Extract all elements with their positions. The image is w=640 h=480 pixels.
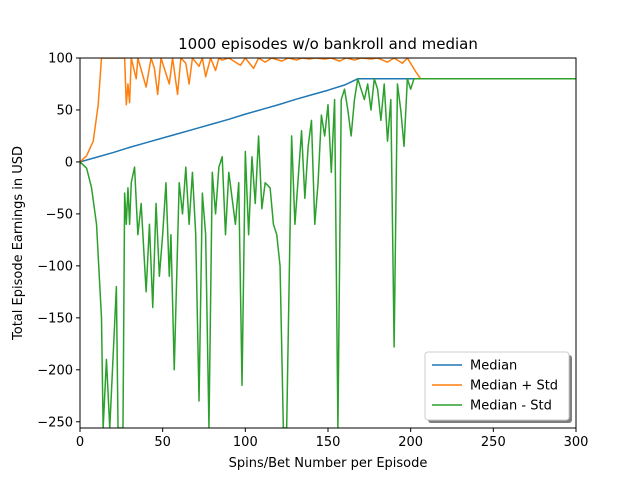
y-tick-label: 0 (65, 155, 73, 170)
y-tick-label: −150 (37, 311, 73, 326)
y-tick-label: −200 (37, 363, 73, 378)
legend: Median Median + Std Median - Std (424, 351, 572, 423)
x-tick-label: 0 (76, 435, 84, 450)
series-layer (80, 58, 576, 428)
y-tick-label: 100 (48, 52, 73, 67)
legend-label-median: Median (470, 359, 517, 374)
x-tick-label: 100 (233, 435, 258, 450)
y-tick-label: −100 (37, 259, 73, 274)
x-tick-label: 300 (564, 435, 589, 450)
chart-title: 1000 episodes w/o bankroll and median (178, 35, 478, 53)
y-axis-ticks: −250 −200 −150 −100 −50 0 50 100 (37, 52, 80, 430)
x-axis-label: Spins/Bet Number per Episode (229, 456, 428, 471)
x-tick-label: 150 (316, 435, 341, 450)
legend-label-median-std: Median + Std (470, 379, 558, 394)
x-tick-label: 200 (398, 435, 423, 450)
y-tick-label: 50 (56, 103, 73, 118)
x-tick-label: 50 (154, 435, 171, 450)
y-tick-label: −50 (46, 207, 73, 222)
y-tick-label: −250 (37, 415, 73, 430)
series-line-median (80, 78, 576, 163)
y-axis-label: Total Episode Earnings in USD (11, 146, 26, 341)
x-axis-ticks: 0 50 100 150 200 250 300 (76, 428, 589, 450)
legend-box (424, 351, 570, 421)
legend-label-median-std: Median - Std (470, 399, 552, 414)
series-line-median-std (80, 58, 576, 163)
legend-items: Median Median + Std Median - Std (432, 359, 558, 414)
series-line-median-std (80, 78, 576, 428)
x-tick-label: 250 (481, 435, 506, 450)
